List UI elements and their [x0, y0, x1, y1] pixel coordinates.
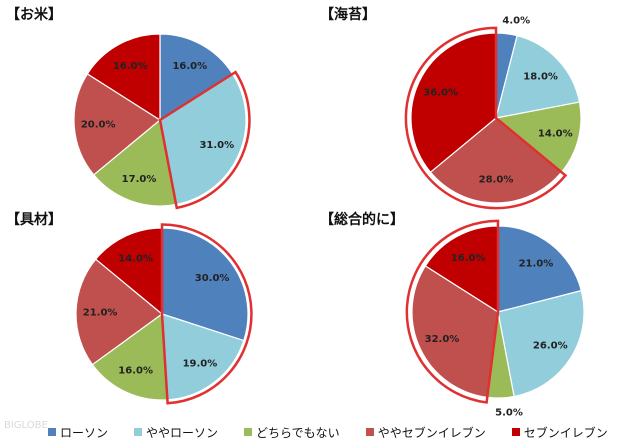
slice-label-somewhat-seven-eleven: 28.0% — [479, 175, 514, 186]
pie-slice-neither — [494, 101, 582, 174]
legend-item-somewhat-seven-eleven: ややセブンイレブン — [365, 424, 486, 441]
chart-title-rice: 【お米】 — [6, 7, 62, 23]
pie-slice-lawson — [161, 227, 249, 342]
legend-item-somewhat-lawson: ややローソン — [134, 424, 218, 441]
slice-label-lawson: 30.0% — [195, 273, 230, 284]
pie-slice-somewhat-lawson — [495, 34, 581, 119]
legend-swatch — [244, 428, 253, 436]
pie-chart-rice: 16.0% 31.0% 17.0% 20.0% 16.0% — [73, 33, 251, 210]
slice-label-neither: 16.0% — [118, 366, 153, 377]
legend-label: ややセブンイレブン — [377, 425, 486, 440]
pie-slice-lawson — [497, 225, 583, 313]
legend: ローソン ややローソン どちらでもない ややセブンイレブン セブンイレブン — [48, 424, 608, 440]
highlight-outline — [160, 223, 253, 405]
legend-label: どちらでもない — [256, 425, 340, 440]
slice-label-somewhat-seven-eleven: 20.0% — [81, 119, 116, 130]
pie-slice-neither — [92, 118, 177, 207]
legend-swatch — [511, 428, 520, 436]
pie-slice-somewhat-seven-eleven — [75, 258, 163, 366]
legend-swatch — [365, 428, 374, 436]
chart-title-seaweed: 【海苔】 — [320, 7, 376, 23]
highlight-outline — [404, 26, 568, 210]
slice-label-lawson: 4.0% — [502, 15, 530, 26]
pie-slice-somewhat-lawson — [161, 313, 245, 401]
slice-label-somewhat-lawson: 26.0% — [533, 341, 568, 352]
legend-swatch — [48, 428, 56, 436]
chart-title-ingredients: 【具材】 — [6, 212, 62, 228]
chart-panel-overall: 【総合的に】 21.0% 26.0% 5.0% 32.0% 16.0% — [320, 210, 640, 420]
pie-slice-seven-eleven — [86, 33, 161, 122]
slice-label-neither: 14.0% — [538, 129, 573, 140]
chart-panel-seaweed: 【海苔】 4.0% 18.0% 14.0% 28.0% 36.0% — [320, 0, 640, 210]
legend-item-seven-eleven: セブンイレブン — [511, 424, 608, 441]
watermark: BIGLOBE — [4, 420, 48, 431]
slice-label-somewhat-lawson: 19.0% — [183, 358, 218, 369]
slice-label-somewhat-lawson: 18.0% — [523, 72, 558, 83]
pie-slice-seven-eleven — [424, 225, 499, 314]
slice-label-lawson: 21.0% — [519, 259, 554, 270]
pie-chart-overall: 21.0% 26.0% 5.0% 32.0% 16.0% — [405, 219, 585, 418]
legend-item-neither: どちらでもない — [244, 424, 340, 441]
slice-label-seven-eleven: 16.0% — [113, 61, 148, 72]
slice-label-lawson: 16.0% — [172, 61, 207, 72]
slice-label-neither: 17.0% — [122, 174, 157, 185]
pie-slice-lawson — [159, 33, 234, 122]
chart-panel-ingredients: 【具材】 30.0% 19.0% 16.0% 21.0% 14.0% — [0, 210, 320, 420]
slice-label-somewhat-seven-eleven: 32.0% — [425, 334, 460, 345]
pie-slice-somewhat-lawson — [497, 289, 585, 398]
legend-item-lawson: ローソン — [48, 424, 108, 441]
slice-label-seven-eleven: 36.0% — [423, 87, 458, 98]
pie-slice-somewhat-seven-eleven — [429, 117, 563, 204]
pie-slice-neither — [91, 312, 169, 401]
legend-label: ややローソン — [146, 425, 219, 440]
pie-slice-somewhat-seven-eleven — [73, 73, 162, 176]
pie-chart-seaweed: 4.0% 18.0% 14.0% 28.0% 36.0% — [404, 15, 582, 210]
slice-label-somewhat-seven-eleven: 21.0% — [83, 308, 118, 319]
legend-swatch — [134, 428, 143, 436]
highlight-outline — [405, 219, 500, 404]
slice-label-somewhat-lawson: 31.0% — [199, 140, 234, 151]
highlight-outline — [158, 70, 251, 210]
pie-slice-seven-eleven — [410, 32, 497, 174]
chart-panel-rice: 【お米】 16.0% 31.0% 17.0% 20.0% 16.0% — [0, 0, 320, 210]
legend-label: ローソン — [60, 425, 109, 440]
chart-title-overall: 【総合的に】 — [320, 212, 404, 228]
slice-label-seven-eleven: 16.0% — [451, 253, 486, 264]
slice-label-seven-eleven: 14.0% — [118, 253, 153, 264]
legend-label: セブンイレブン — [523, 425, 608, 440]
pie-slice-seven-eleven — [94, 227, 163, 316]
slice-label-neither: 5.0% — [495, 407, 523, 418]
pie-chart-ingredients: 30.0% 19.0% 16.0% 21.0% 14.0% — [75, 223, 253, 405]
